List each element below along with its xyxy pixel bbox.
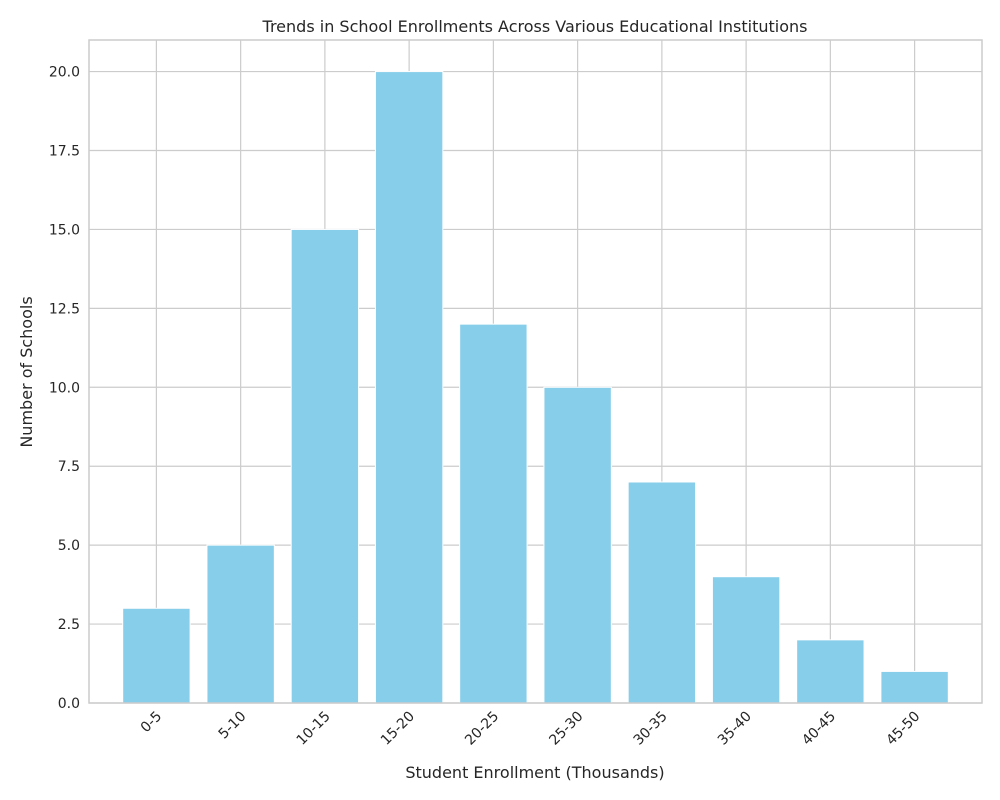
bar-40-45 xyxy=(796,639,865,704)
y-tick-label: 7.5 xyxy=(58,459,80,475)
y-tick-label: 10.0 xyxy=(49,380,80,396)
plot-frame xyxy=(88,39,983,704)
x-tick-labels: 0-5 5-10 10-15 15-20 20-25 25-30 30-35 35-40 40-… xyxy=(138,709,924,749)
x-tick-label: 35-40 xyxy=(715,709,755,749)
bar-15-20 xyxy=(374,71,444,704)
bar-30-35 xyxy=(627,481,697,704)
y-tick-labels: 0.0 2.5 5.0 7.5 10.0 12.5 15.0 17.5 20.0 xyxy=(49,65,80,712)
chart-title: Trends in School Enrollments Across Vari… xyxy=(262,17,808,36)
bar-35-40 xyxy=(711,576,781,704)
x-axis-label: Student Enrollment (Thousands) xyxy=(405,763,664,782)
x-tick-label: 10-15 xyxy=(294,709,334,749)
bar-20-25 xyxy=(459,323,528,704)
bar-0-5 xyxy=(122,607,191,704)
y-axis-label: Number of Schools xyxy=(17,296,36,447)
x-tick-label: 45-50 xyxy=(883,709,923,749)
bar-10-15 xyxy=(290,228,360,704)
y-tick-label: 0.0 xyxy=(58,696,80,712)
x-tick-label: 0-5 xyxy=(138,709,165,736)
x-tick-label: 30-35 xyxy=(631,709,671,749)
y-tick-label: 20.0 xyxy=(49,65,80,81)
bar-5-10 xyxy=(206,544,275,704)
y-tick-label: 15.0 xyxy=(49,222,80,238)
y-tick-label: 12.5 xyxy=(49,301,80,317)
y-tick-label: 2.5 xyxy=(58,617,80,633)
x-tick-label: 20-25 xyxy=(462,709,502,749)
y-tick-label: 5.0 xyxy=(58,538,80,554)
y-tick-label: 17.5 xyxy=(49,144,80,160)
x-tick-label: 5-10 xyxy=(216,709,250,743)
x-tick-label: 25-30 xyxy=(546,709,586,749)
bar-45-50 xyxy=(880,670,949,704)
bars xyxy=(122,71,949,704)
bar-25-30 xyxy=(543,386,612,704)
x-tick-label: 15-20 xyxy=(378,709,418,749)
x-tick-label: 40-45 xyxy=(799,709,839,749)
